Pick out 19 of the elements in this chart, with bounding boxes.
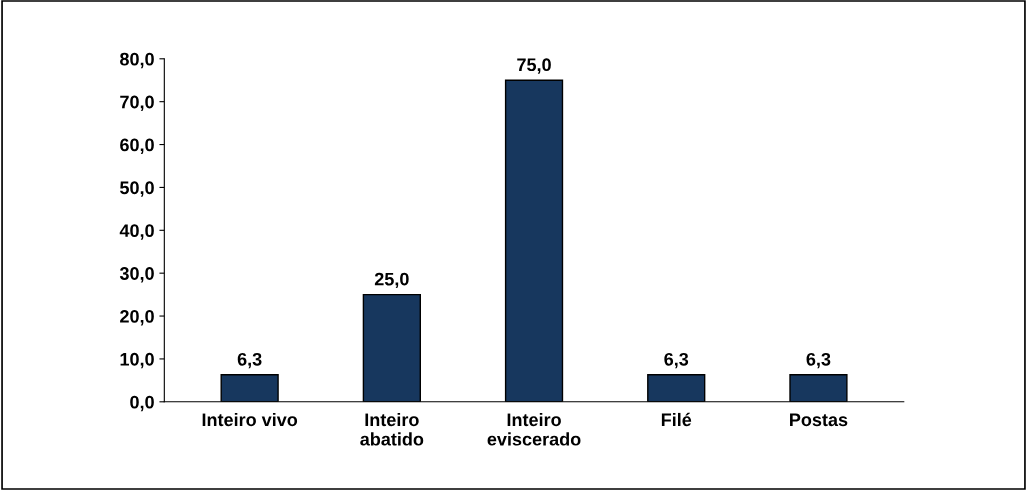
y-tick-label: 30,0 <box>119 267 154 283</box>
y-tick-label: 0,0 <box>130 395 154 412</box>
y-tick-label: 80,0 <box>120 52 154 69</box>
y-tick-label: 10,0 <box>120 352 154 369</box>
data-label: 6,3 <box>237 352 262 369</box>
x-tick-label: Inteiro abatido <box>360 412 424 446</box>
x-tick-label: Inteiro vivo <box>202 412 298 427</box>
data-label: 75,0 <box>517 58 551 74</box>
data-label: 6,3 <box>664 352 689 369</box>
y-tick-label: 50,0 <box>120 181 154 197</box>
y-tick-label: 60,0 <box>120 138 154 154</box>
y-tick-label: 20,0 <box>120 309 154 326</box>
x-tick-label: Postas <box>790 413 848 427</box>
x-tick-label: Filé <box>661 412 692 427</box>
x-tick-label: Inteiro eviscerado <box>487 412 581 446</box>
y-tick-label: 70,0 <box>120 95 154 112</box>
data-label: 6,3 <box>806 352 831 369</box>
data-label: 25,0 <box>374 272 409 289</box>
y-tick-label: 40,0 <box>119 224 154 240</box>
